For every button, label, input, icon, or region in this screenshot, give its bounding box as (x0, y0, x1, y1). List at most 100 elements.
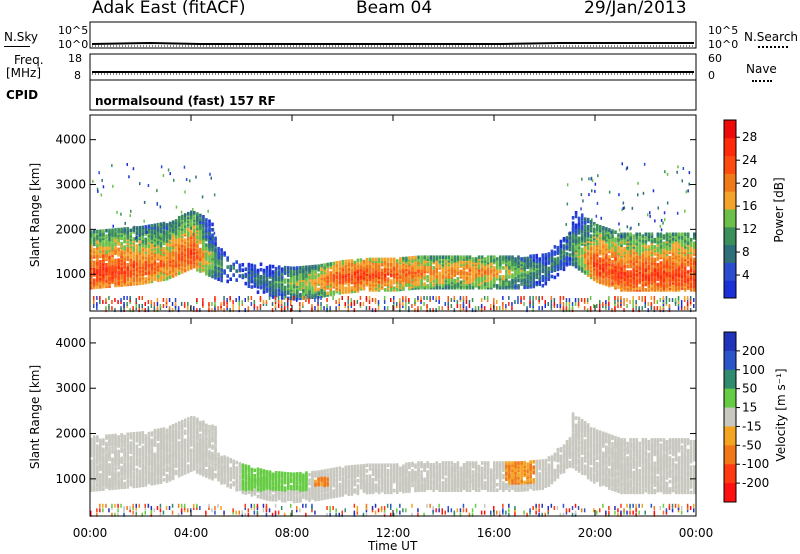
power-noise-cell (456, 304, 459, 308)
power-cell (190, 219, 193, 224)
velocity-cell (138, 456, 142, 461)
power-sporadic-cell (660, 218, 663, 222)
power-cell (511, 284, 514, 288)
power-cell (605, 243, 608, 247)
power-cell (417, 282, 420, 286)
power-cell (693, 275, 696, 280)
power-cell (693, 280, 696, 285)
power-cell (638, 250, 641, 255)
power-noise-cell (308, 298, 310, 302)
power-cell (599, 259, 602, 263)
power-noise-cell (517, 300, 519, 304)
power-cell (359, 261, 363, 266)
velocity-cell (93, 488, 96, 492)
power-cell (362, 286, 366, 291)
velocity-cell (93, 439, 96, 443)
power-cell (562, 267, 566, 272)
power-cell (674, 288, 678, 292)
velocity-cell (126, 461, 129, 466)
power-noise-cell (465, 300, 468, 304)
velocity-noise-cell (102, 508, 104, 513)
power-cell (550, 262, 554, 266)
power-noise-cell (141, 296, 143, 300)
power-cell (635, 275, 638, 280)
power-noise-cell (135, 298, 137, 302)
power-cell (617, 260, 620, 264)
power-noise-cell (414, 308, 416, 313)
power-noise-cell (526, 306, 528, 311)
power-cell (129, 269, 132, 274)
power-noise-cell (450, 304, 453, 308)
power-cell (244, 267, 248, 271)
power-cell (490, 262, 493, 267)
velocity-cell (123, 449, 126, 453)
power-cell (541, 260, 545, 265)
power-noise-cell (529, 300, 531, 304)
power-cell (429, 275, 432, 279)
power-cell (438, 271, 441, 276)
power-noise-cell (502, 302, 504, 306)
power-cell (374, 266, 378, 271)
power-cell (220, 260, 223, 265)
power-cell (123, 270, 126, 274)
power-sporadic-cell (159, 205, 162, 209)
power-cell (562, 237, 566, 241)
power-cell (199, 217, 202, 221)
power-noise-cell (502, 306, 504, 311)
velocity-cell (132, 484, 135, 489)
power-cell (632, 266, 635, 271)
power-noise-cell (259, 306, 262, 311)
power-cell (129, 280, 132, 285)
power-noise-cell (177, 306, 180, 311)
power-noise-cell (232, 300, 234, 304)
power-cell (659, 272, 663, 276)
power-noise-cell (465, 306, 468, 311)
velocity-cell (126, 470, 129, 475)
power-cell (411, 263, 414, 267)
power-cell (344, 265, 348, 269)
power-noise-cell (605, 306, 607, 311)
power-cell (656, 257, 660, 262)
velocity-cell (93, 457, 96, 461)
power-cell (250, 263, 254, 268)
power-cell (193, 211, 196, 215)
power-cell (132, 269, 135, 274)
velocity-cell (123, 463, 126, 468)
power-cell (105, 239, 108, 244)
power-cell (326, 291, 329, 295)
power-cell (399, 266, 402, 270)
noise-tick-left-bottom: 10^0 (58, 38, 89, 51)
power-cell (274, 283, 278, 287)
power-cell (117, 247, 120, 252)
power-cell (111, 242, 114, 247)
power-cell (599, 233, 602, 238)
power-noise-cell (483, 296, 486, 300)
power-sporadic-cell (621, 208, 623, 212)
power-sporadic-cell (620, 234, 623, 238)
power-noise-cell (193, 306, 195, 311)
velocity-cell (129, 448, 132, 453)
velocity-cell (126, 443, 129, 447)
nsky-underline (4, 46, 30, 47)
power-sporadic-cell (97, 189, 99, 193)
power-cell (274, 266, 278, 271)
power-noise-cell (271, 308, 274, 313)
power-cell (129, 228, 132, 233)
power-cell (471, 276, 475, 281)
velocity-cell (129, 441, 132, 445)
power-sporadic-cell (643, 162, 646, 166)
power-cell (486, 262, 490, 267)
power-noise-cell (359, 302, 362, 306)
power-cell (668, 275, 672, 280)
power-cell (120, 250, 123, 255)
power-cell (486, 255, 490, 259)
power-cell (162, 275, 166, 280)
power-noise-cell (550, 296, 553, 300)
power-cell (220, 251, 223, 256)
velocity-cell (129, 479, 132, 483)
velocity-cell (108, 454, 111, 458)
power-noise-cell (523, 296, 525, 300)
power-cell (647, 261, 651, 265)
power-noise-cell (211, 302, 213, 306)
power-cell (159, 229, 163, 234)
